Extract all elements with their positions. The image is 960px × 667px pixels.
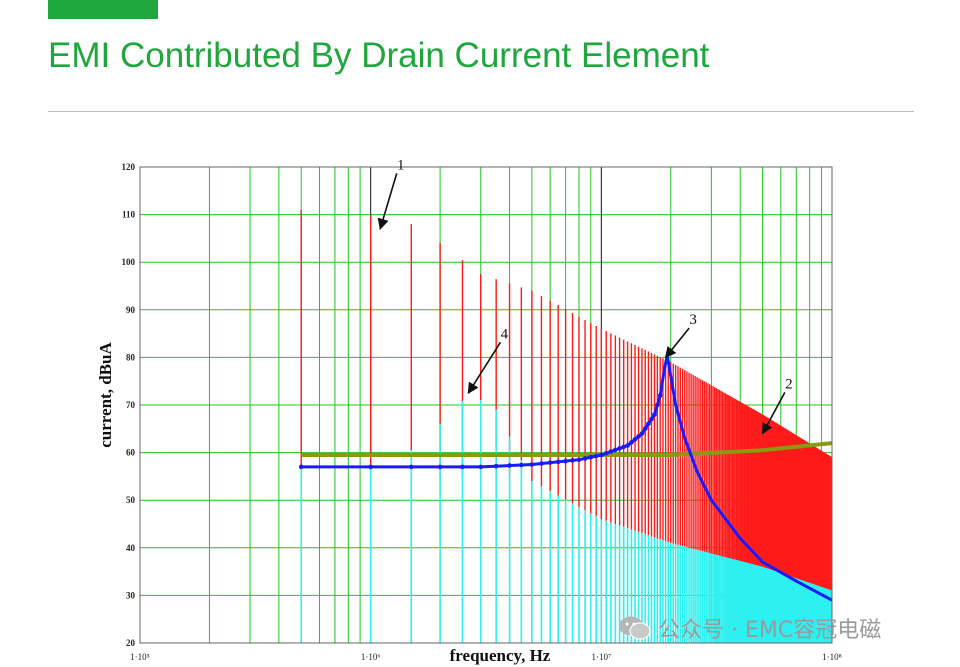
y-tick-label: 100 xyxy=(122,257,136,267)
y-tick-label: 60 xyxy=(126,448,136,458)
series-3-point xyxy=(563,458,568,464)
series-2-line xyxy=(301,441,832,457)
y-tick-label: 50 xyxy=(126,495,136,505)
series-3-point xyxy=(555,459,561,465)
series-3-point xyxy=(529,462,535,467)
series-3-point xyxy=(617,446,622,451)
series-lines xyxy=(298,354,832,602)
series-3-point xyxy=(639,431,645,436)
annotation-label: 1 xyxy=(397,157,405,173)
annotation-arrow xyxy=(761,391,786,435)
series-3-point xyxy=(408,464,414,470)
plot-area xyxy=(298,209,832,643)
axes: 20 30 40 50 60 70 80 90 100 110 120 1·10⁵ 1·10⁶ 1·10⁷… xyxy=(96,162,842,665)
annotation-label: 4 xyxy=(501,326,509,342)
x-tick-label: 1·10⁶ xyxy=(361,652,381,662)
series-3-point xyxy=(636,434,641,439)
x-tick-label: 1·10⁷ xyxy=(592,652,612,662)
series-3-point xyxy=(629,440,634,445)
series-3-point xyxy=(649,416,654,422)
watermark: 公众号 · EMC容冠电磁 xyxy=(618,612,881,644)
y-tick-label: 120 xyxy=(122,162,136,172)
series-3-point xyxy=(493,463,499,469)
watermark-text: 公众号 · EMC容冠电磁 xyxy=(658,618,882,643)
x-tick-label: 1·10⁵ xyxy=(130,652,150,662)
x-axis-label: frequency, Hz xyxy=(450,646,551,665)
series-3-point xyxy=(599,452,604,458)
y-tick-label: 90 xyxy=(126,305,136,315)
series-3-point xyxy=(539,461,544,466)
y-tick-label: 80 xyxy=(126,352,136,362)
annotation-arrow xyxy=(467,341,502,395)
y-axis-label: current, dBuA xyxy=(96,342,115,448)
series-3-point xyxy=(655,402,660,408)
series-3-point xyxy=(593,453,599,459)
annotation-arrow xyxy=(664,327,690,359)
annotation-arrow xyxy=(377,173,398,230)
y-tick-label: 40 xyxy=(126,543,136,553)
series-3-point xyxy=(603,450,609,456)
series-3-point xyxy=(608,449,614,454)
series-3-point xyxy=(519,462,524,468)
plot-frame xyxy=(139,166,833,644)
series-4-harmonics xyxy=(300,399,832,643)
slide-title: EMI Contributed By Drain Current Element xyxy=(48,36,710,75)
series-3-point xyxy=(657,393,663,398)
series-3-point xyxy=(460,464,465,470)
annotations: 1 4 3 2 xyxy=(377,157,793,435)
series-3-point xyxy=(576,457,582,463)
annotation-label: 3 xyxy=(689,312,697,328)
series-3-point xyxy=(632,436,638,442)
accent-bar xyxy=(48,0,158,19)
series-3-point xyxy=(368,464,373,470)
series-3-point xyxy=(507,463,512,468)
series-3-point xyxy=(298,464,304,470)
series-3-point xyxy=(646,421,651,427)
series-3-point xyxy=(437,464,443,470)
series-3-point xyxy=(582,456,588,461)
series-3-line xyxy=(301,354,832,602)
title-divider xyxy=(48,111,914,112)
series-3-point xyxy=(621,444,626,450)
y-tick-label: 30 xyxy=(126,590,136,600)
series-3-point xyxy=(588,454,594,460)
y-tick-label: 70 xyxy=(126,400,136,410)
series-3-point xyxy=(625,443,630,448)
y-tick-label: 110 xyxy=(122,210,136,220)
series-3-point xyxy=(478,464,484,470)
annotation-label: 2 xyxy=(785,376,793,392)
series-3-point xyxy=(570,458,575,463)
wechat-icon xyxy=(619,616,651,640)
series-3-point xyxy=(547,460,553,465)
series-3-point xyxy=(613,447,618,453)
x-tick-label: 1·10⁸ xyxy=(822,652,842,662)
series-3-point xyxy=(652,412,657,417)
y-tick-label: 20 xyxy=(126,638,136,648)
series-3-point xyxy=(642,426,648,431)
